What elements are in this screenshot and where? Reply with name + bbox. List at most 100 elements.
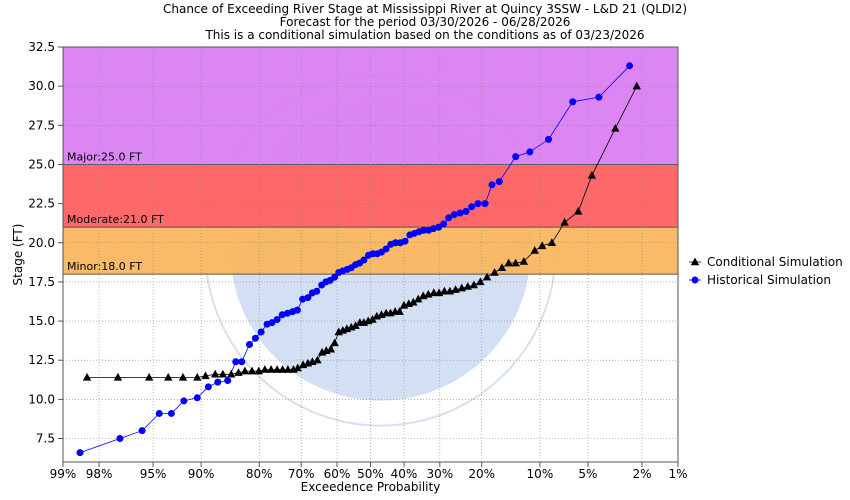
data-point-1 (313, 287, 321, 295)
data-point-0 (313, 355, 322, 364)
data-point-0 (234, 368, 243, 376)
x-tick-label: 95% (140, 467, 167, 481)
data-point-1 (450, 211, 458, 219)
data-point-0 (218, 369, 228, 378)
data-point-0 (560, 217, 569, 226)
data-point-0 (530, 246, 539, 254)
data-point-1 (214, 378, 222, 386)
legend: Conditional Simulation Historical Simulat… (689, 255, 843, 287)
y-tick-label: 12.5 (28, 353, 55, 367)
y-tick-label: 30.0 (28, 79, 55, 93)
x-axis-ticks: 99% 98% 95% 90% 80% 70% 60% 50% 40% 30% 20% 10% 5% 2%… (50, 462, 688, 481)
series-markers (76, 62, 641, 457)
data-point-1 (238, 358, 246, 366)
data-point-0 (504, 258, 513, 267)
y-tick-label: 32.5 (28, 40, 55, 54)
data-point-1 (626, 62, 634, 70)
flood-band-0 (63, 227, 678, 275)
x-tick-label: 60% (324, 467, 351, 481)
data-point-1 (474, 200, 482, 208)
data-point-1 (331, 273, 339, 281)
data-point-0 (227, 369, 236, 378)
data-point-1 (512, 153, 520, 161)
data-point-0 (201, 371, 210, 380)
x-tick-label: 70% (288, 467, 315, 481)
x-tick-label: 10% (527, 467, 554, 481)
x-tick-label: 40% (391, 467, 418, 481)
data-point-0 (260, 365, 270, 373)
data-point-1 (495, 178, 503, 186)
x-tick-label: 98% (86, 467, 113, 481)
x-tick-label: 1% (668, 467, 687, 481)
y-tick-label: 20.0 (28, 236, 55, 250)
data-point-0 (113, 372, 123, 381)
data-point-1 (569, 98, 577, 106)
title-line-1: Chance of Exceeding River Stage at Missi… (163, 2, 687, 16)
data-point-0 (409, 297, 418, 306)
data-point-1 (468, 203, 476, 211)
data-point-1 (251, 334, 259, 342)
data-point-0 (440, 286, 449, 295)
data-point-1 (246, 341, 254, 349)
data-point-1 (273, 315, 281, 323)
data-point-0 (266, 365, 276, 373)
y-tick-label: 27.5 (28, 118, 55, 132)
data-point-1 (180, 397, 188, 405)
data-point-1 (116, 435, 124, 443)
data-point-0 (547, 238, 557, 246)
data-point-0 (330, 338, 339, 347)
data-point-0 (574, 206, 583, 215)
data-point-0 (587, 170, 597, 179)
data-point-0 (326, 344, 336, 353)
legend-marker (691, 276, 699, 284)
y-axis-label: Stage (FT) (11, 224, 25, 286)
data-point-0 (240, 366, 250, 375)
x-tick-label: 2% (632, 467, 651, 481)
data-point-0 (293, 363, 302, 372)
data-point-1 (420, 226, 428, 234)
y-tick-label: 22.5 (28, 197, 55, 211)
data-point-0 (395, 307, 404, 315)
data-point-1 (278, 311, 286, 319)
data-point-1 (440, 220, 448, 228)
data-point-0 (414, 294, 423, 303)
y-tick-label: 15.0 (28, 314, 55, 328)
x-tick-label: 30% (426, 467, 453, 481)
data-point-0 (537, 241, 547, 250)
x-tick-label: 50% (357, 467, 384, 481)
data-point-0 (351, 321, 360, 329)
data-point-1 (360, 256, 368, 264)
data-point-0 (497, 263, 507, 272)
data-point-1 (382, 245, 390, 253)
data-point-1 (435, 223, 443, 231)
data-point-1 (224, 377, 232, 385)
data-point-1 (526, 148, 534, 156)
data-point-1 (204, 383, 212, 391)
data-point-0 (463, 282, 472, 290)
y-axis-ticks: 7.5 10.0 12.5 15.0 17.5 20.0 22.5 25.0 27.5 30.0 3… (28, 40, 63, 446)
data-point-0 (469, 280, 479, 289)
x-axis-label: Exceedence Probability (301, 480, 441, 494)
title-line-3: This is a conditional simulation based o… (204, 28, 644, 42)
data-point-0 (511, 258, 520, 267)
data-point-0 (247, 366, 257, 375)
data-point-1 (488, 181, 496, 189)
flood-band-label-0: Minor:18.0 FT (67, 260, 142, 273)
data-point-1 (167, 409, 175, 417)
flood-band-label-1: Moderate:21.0 FT (67, 213, 164, 226)
x-tick-label: 80% (246, 467, 273, 481)
legend-marker (690, 257, 700, 266)
data-point-1 (462, 207, 470, 215)
legend-label: Historical Simulation (707, 273, 831, 287)
flood-band-1 (63, 164, 678, 228)
data-point-0 (611, 123, 620, 132)
data-point-0 (82, 372, 92, 381)
x-tick-label: 20% (468, 467, 495, 481)
data-point-1 (595, 93, 603, 101)
data-point-0 (272, 365, 282, 373)
data-point-0 (278, 365, 287, 373)
x-tick-label: 99% (50, 467, 77, 481)
data-point-0 (210, 369, 220, 378)
data-point-0 (193, 372, 202, 381)
